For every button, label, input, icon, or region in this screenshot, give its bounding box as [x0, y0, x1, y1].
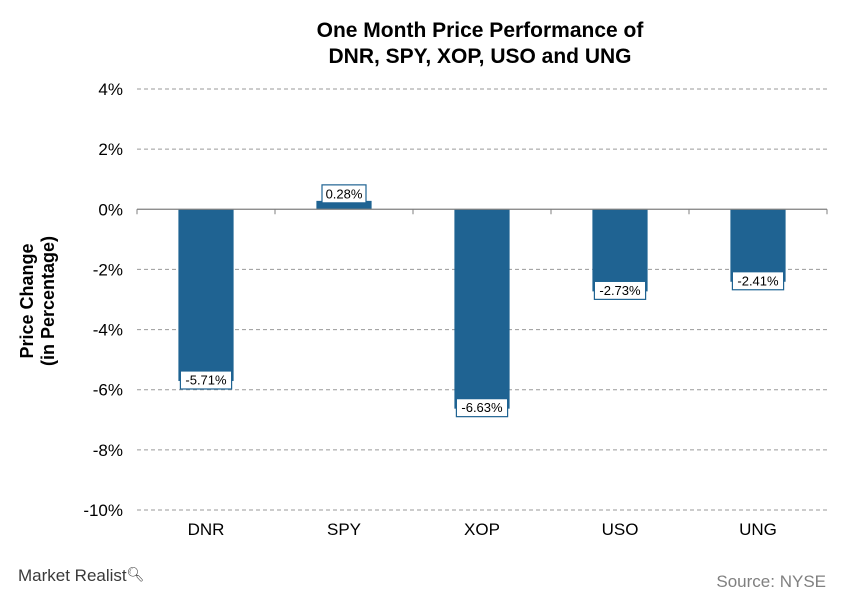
y-tick-label: 0% [98, 200, 123, 219]
bar [454, 209, 510, 409]
magnifier-icon: 🔍︎ [126, 566, 145, 582]
data-label-box [731, 271, 785, 291]
y-axis-label-line-1: Price Change [17, 243, 37, 359]
y-axis-label-line-2: (in Percentage) [38, 235, 58, 367]
brand-logo: Market Realist🔍︎ [18, 566, 144, 586]
y-tick-label: -2% [93, 260, 123, 279]
y-tick-label: -8% [93, 441, 123, 460]
brand-name: Market Realist [18, 566, 127, 585]
x-tick-label: XOP [464, 520, 500, 539]
chart-title-line-2: DNR, SPY, XOP, USO and UNG [328, 45, 632, 68]
x-tick-label: DNR [188, 520, 225, 539]
data-label: -2.41% [737, 273, 779, 288]
y-tick-label: 4% [98, 80, 123, 99]
y-axis-label: Price Change (in Percentage) [17, 236, 59, 366]
x-tick-label: USO [602, 520, 639, 539]
data-label-box [321, 184, 367, 204]
bar [178, 209, 234, 381]
y-tick-label: -10% [83, 501, 123, 520]
y-tick-label: 2% [98, 140, 123, 159]
chart-title-line-1: One Month Price Performance of [316, 19, 644, 42]
bar [316, 200, 372, 210]
x-tick-label: UNG [739, 520, 777, 539]
data-label-box [179, 370, 233, 390]
y-tick-label: -6% [93, 381, 123, 400]
data-label: 0.28% [326, 186, 363, 201]
data-label-box [593, 280, 647, 300]
bar [730, 209, 786, 282]
data-label-box [455, 398, 509, 418]
y-tick-label: -4% [93, 321, 123, 340]
source-note: Source: NYSE [716, 572, 826, 591]
chart-title: One Month Price Performance of DNR, SPY,… [140, 18, 820, 70]
bar [592, 209, 648, 292]
data-label: -6.63% [461, 400, 503, 415]
data-label: -5.71% [185, 372, 227, 387]
data-label: -2.73% [599, 283, 641, 298]
x-tick-label: SPY [327, 520, 361, 539]
